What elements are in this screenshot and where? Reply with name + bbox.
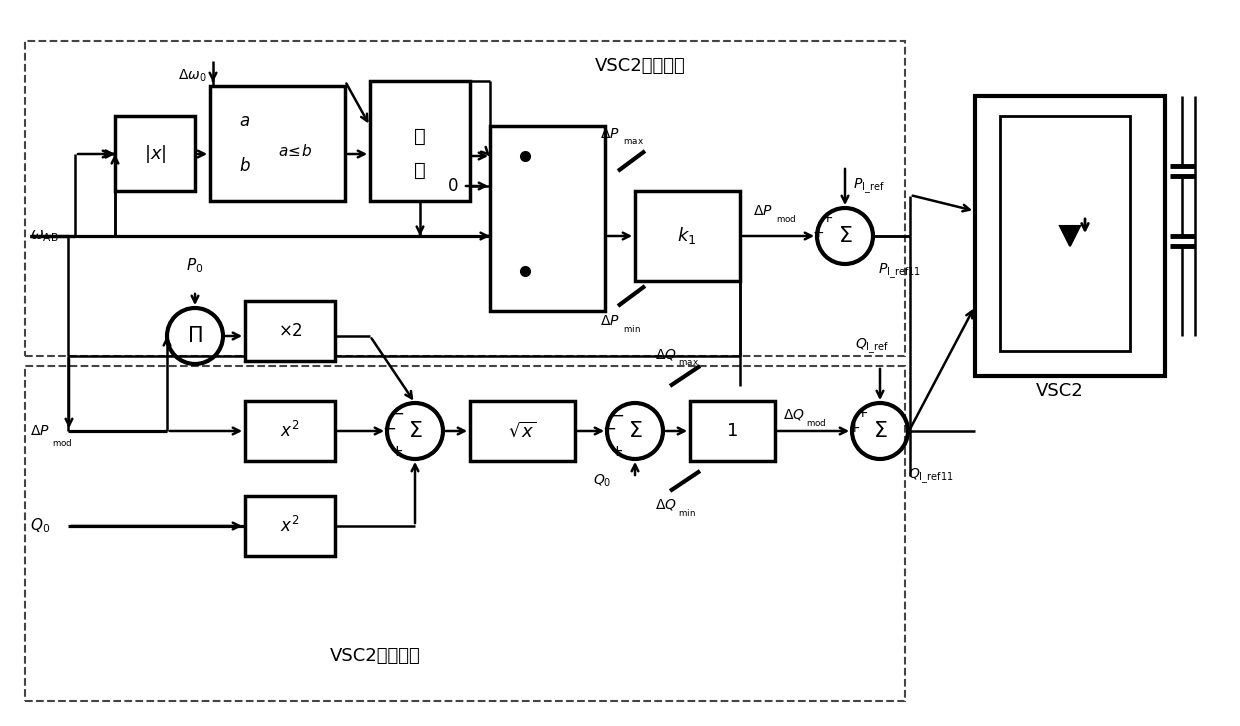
Bar [975,96,1166,376]
Text: $\Delta Q$: $\Delta Q$ [655,497,677,512]
Text: $\Delta Q$: $\Delta Q$ [782,407,805,422]
Bar [490,126,605,311]
Text: $\Delta Q$: $\Delta Q$ [655,346,677,362]
Polygon shape [1060,226,1080,246]
Text: $\Sigma$: $\Sigma$ [838,226,852,246]
Text: $_{\rm mod}$: $_{\rm mod}$ [776,211,797,224]
Text: $Q_{\rm I\_ref11}$: $Q_{\rm I\_ref11}$ [908,466,954,486]
Text: $\Sigma$: $\Sigma$ [627,421,642,441]
Text: $-$: $-$ [382,419,396,437]
Text: $_{\min}$: $_{\min}$ [678,505,696,518]
Text: $P_{\rm I\_ref}$: $P_{\rm I\_ref}$ [853,176,884,196]
Text: $\Delta P$: $\Delta P$ [30,424,50,438]
Text: $P_{\rm I\_ref11}$: $P_{\rm I\_ref11}$ [878,261,921,281]
Text: VSC2: VSC2 [1037,382,1084,400]
Text: $_{\rm mod}$: $_{\rm mod}$ [806,415,827,428]
Text: $\Delta\omega_0$: $\Delta\omega_0$ [179,68,207,84]
Text: $-$: $-$ [610,406,624,424]
Text: $a\!\leq\!b$: $a\!\leq\!b$ [278,143,312,159]
Text: $+$: $+$ [856,406,868,420]
Text: $\Delta P$: $\Delta P$ [600,314,620,328]
Text: $|x|$: $|x|$ [144,143,166,165]
Bar [689,401,775,461]
Text: $P_0$: $P_0$ [186,257,203,275]
Bar [470,401,575,461]
Text: $\times 2$: $\times 2$ [278,322,303,340]
Text: $_{\rm mod}$: $_{\rm mod}$ [52,434,73,447]
Text: $+$: $+$ [821,211,833,225]
Text: $\Sigma$: $\Sigma$ [408,421,423,441]
Text: $+$: $+$ [812,226,825,240]
Text: $Q_{\rm I\_ref}$: $Q_{\rm I\_ref}$ [856,336,889,356]
Bar [635,191,740,281]
Text: $\Delta P$: $\Delta P$ [600,127,620,141]
Bar [246,301,335,361]
Text: $k_1$: $k_1$ [677,226,697,247]
Text: $_{\max}$: $_{\max}$ [678,354,699,367]
Text: 0: 0 [448,177,459,195]
Text: $\Sigma$: $\Sigma$ [873,421,888,441]
Text: $+$: $+$ [848,421,861,435]
Bar [999,116,1130,351]
Text: $x^2$: $x^2$ [280,421,300,441]
Bar [246,401,335,461]
Text: $b$: $b$ [239,157,250,175]
Text: VSC2有功调制: VSC2有功调制 [595,57,686,75]
Bar [210,86,345,201]
Text: $\omega_{\rm AB}$: $\omega_{\rm AB}$ [30,228,58,244]
Text: $a$: $a$ [239,112,250,130]
Text: $+$: $+$ [610,444,624,459]
Text: $_{\min}$: $_{\min}$ [622,322,641,335]
Text: $x^2$: $x^2$ [280,516,300,536]
Bar [370,81,470,201]
Text: 时: 时 [414,160,425,179]
Text: $+$: $+$ [391,444,403,459]
Text: $_{\max}$: $_{\max}$ [622,134,644,147]
Text: $Q_0$: $Q_0$ [30,517,50,535]
Bar [25,366,905,701]
Text: $1$: $1$ [727,422,738,440]
Text: $\Pi$: $\Pi$ [187,326,203,346]
Text: VSC2无功调制: VSC2无功调制 [330,647,420,665]
Text: $-$: $-$ [389,404,404,422]
Bar [115,116,195,191]
Text: $-$: $-$ [601,419,616,437]
Bar [25,41,905,356]
Bar [246,496,335,556]
Text: $Q_0$: $Q_0$ [593,473,611,489]
Text: $\Delta P$: $\Delta P$ [753,204,773,218]
Text: $\sqrt{x}$: $\sqrt{x}$ [507,421,537,441]
Text: 延: 延 [414,126,425,145]
